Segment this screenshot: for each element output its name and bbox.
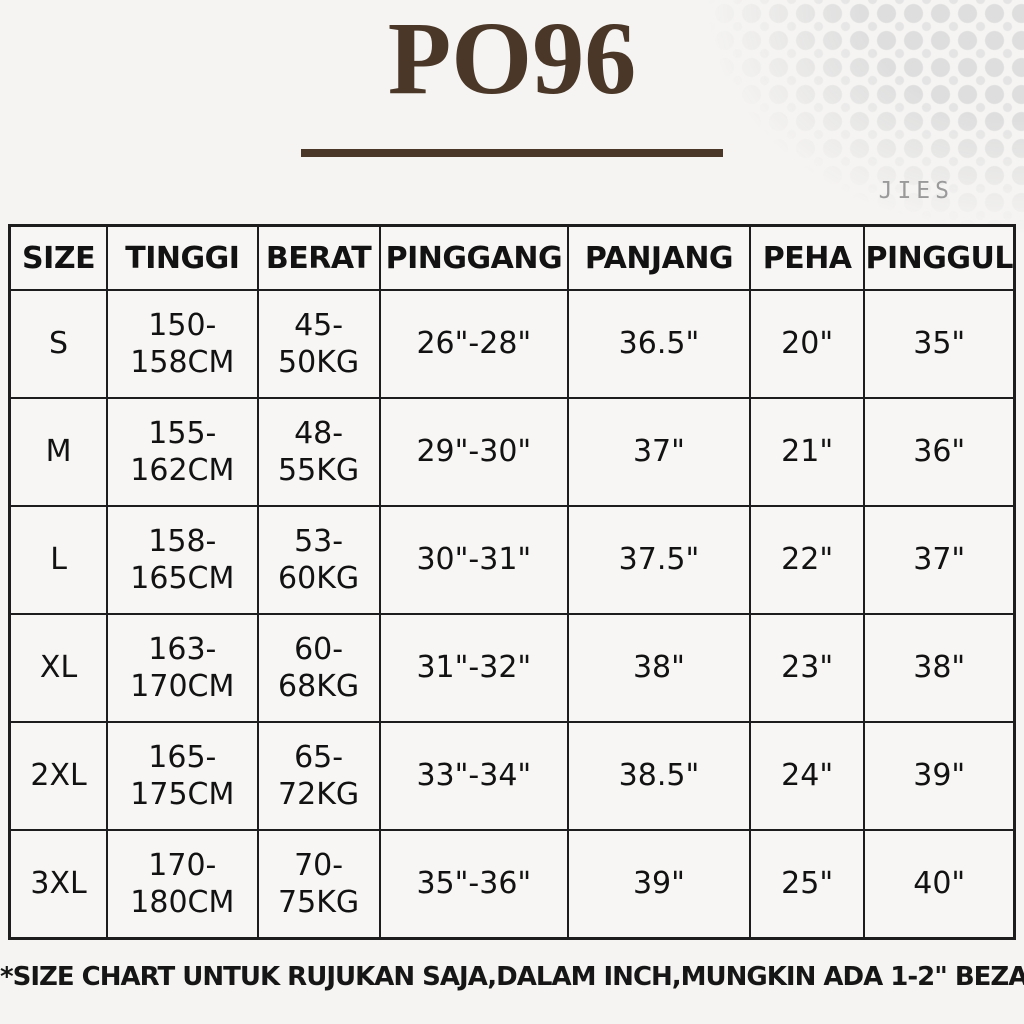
panjang-cell: 38.5" [567, 721, 751, 831]
pinggang-cell: 29"-30" [378, 397, 570, 507]
berat-cell: 70- 75KG [256, 829, 381, 940]
table-row-m: M 155- 162CM 48- 55KG 29"-30" 37" 21" 36… [8, 397, 1016, 507]
column-header-berat: BERAT [256, 224, 381, 291]
peha-cell: 25" [748, 829, 866, 940]
pinggul-cell: 40" [863, 829, 1016, 940]
pinggul-cell: 36" [863, 397, 1016, 507]
peha-cell: 22" [748, 505, 866, 615]
berat-cell: 65- 72KG [256, 721, 381, 831]
table-row-2xl: 2XL 165- 175CM 65- 72KG 33"-34" 38.5" 24… [8, 721, 1016, 831]
size-cell: XL [8, 613, 109, 723]
brand-label: JIES [878, 178, 954, 204]
pinggang-cell: 31"-32" [378, 613, 570, 723]
size-cell: S [8, 289, 109, 399]
size-cell: M [8, 397, 109, 507]
berat-cell: 60- 68KG [256, 613, 381, 723]
pinggul-cell: 37" [863, 505, 1016, 615]
size-cell: 3XL [8, 829, 109, 940]
peha-cell: 21" [748, 397, 866, 507]
size-chart-table: SIZE TINGGI BERAT PINGGANG PANJANG PEHA … [8, 224, 1016, 940]
tinggi-cell: 158- 165CM [106, 505, 259, 615]
column-header-size: SIZE [8, 224, 109, 291]
size-cell: L [8, 505, 109, 615]
pinggang-cell: 30"-31" [378, 505, 570, 615]
footnote: *SIZE CHART UNTUK RUJUKAN SAJA,DALAM INC… [0, 962, 1024, 992]
table-row-3xl: 3XL 170- 180CM 70- 75KG 35"-36" 39" 25" … [8, 829, 1016, 940]
berat-cell: 53- 60KG [256, 505, 381, 615]
tinggi-cell: 170- 180CM [106, 829, 259, 940]
panjang-cell: 39" [567, 829, 751, 940]
column-header-tinggi: TINGGI [106, 224, 259, 291]
pinggul-cell: 38" [863, 613, 1016, 723]
pinggang-cell: 35"-36" [378, 829, 570, 940]
pinggul-cell: 35" [863, 289, 1016, 399]
page-title: PO96 [387, 1, 637, 116]
berat-cell: 45- 50KG [256, 289, 381, 399]
peha-cell: 23" [748, 613, 866, 723]
pinggang-cell: 26"-28" [378, 289, 570, 399]
table-row-l: L 158- 165CM 53- 60KG 30"-31" 37.5" 22" … [8, 505, 1016, 615]
table-row-xl: XL 163- 170CM 60- 68KG 31"-32" 38" 23" 3… [8, 613, 1016, 723]
tinggi-cell: 150- 158CM [106, 289, 259, 399]
panjang-cell: 37" [567, 397, 751, 507]
pinggul-cell: 39" [863, 721, 1016, 831]
peha-cell: 24" [748, 721, 866, 831]
berat-cell: 48- 55KG [256, 397, 381, 507]
panjang-cell: 37.5" [567, 505, 751, 615]
title-underline [301, 149, 723, 157]
panjang-cell: 36.5" [567, 289, 751, 399]
column-header-panjang: PANJANG [567, 224, 751, 291]
column-header-pinggang: PINGGANG [378, 224, 570, 291]
column-header-pinggul: PINGGUL [863, 224, 1016, 291]
peha-cell: 20" [748, 289, 866, 399]
tinggi-cell: 165- 175CM [106, 721, 259, 831]
table-row-s: S 150- 158CM 45- 50KG 26"-28" 36.5" 20" … [8, 289, 1016, 399]
tinggi-cell: 155- 162CM [106, 397, 259, 507]
column-header-peha: PEHA [748, 224, 866, 291]
halftone-dot-pattern-icon [684, 0, 1024, 250]
tinggi-cell: 163- 170CM [106, 613, 259, 723]
header-row: SIZE TINGGI BERAT PINGGANG PANJANG PEHA … [8, 224, 1016, 291]
panjang-cell: 38" [567, 613, 751, 723]
size-cell: 2XL [8, 721, 109, 831]
pinggang-cell: 33"-34" [378, 721, 570, 831]
